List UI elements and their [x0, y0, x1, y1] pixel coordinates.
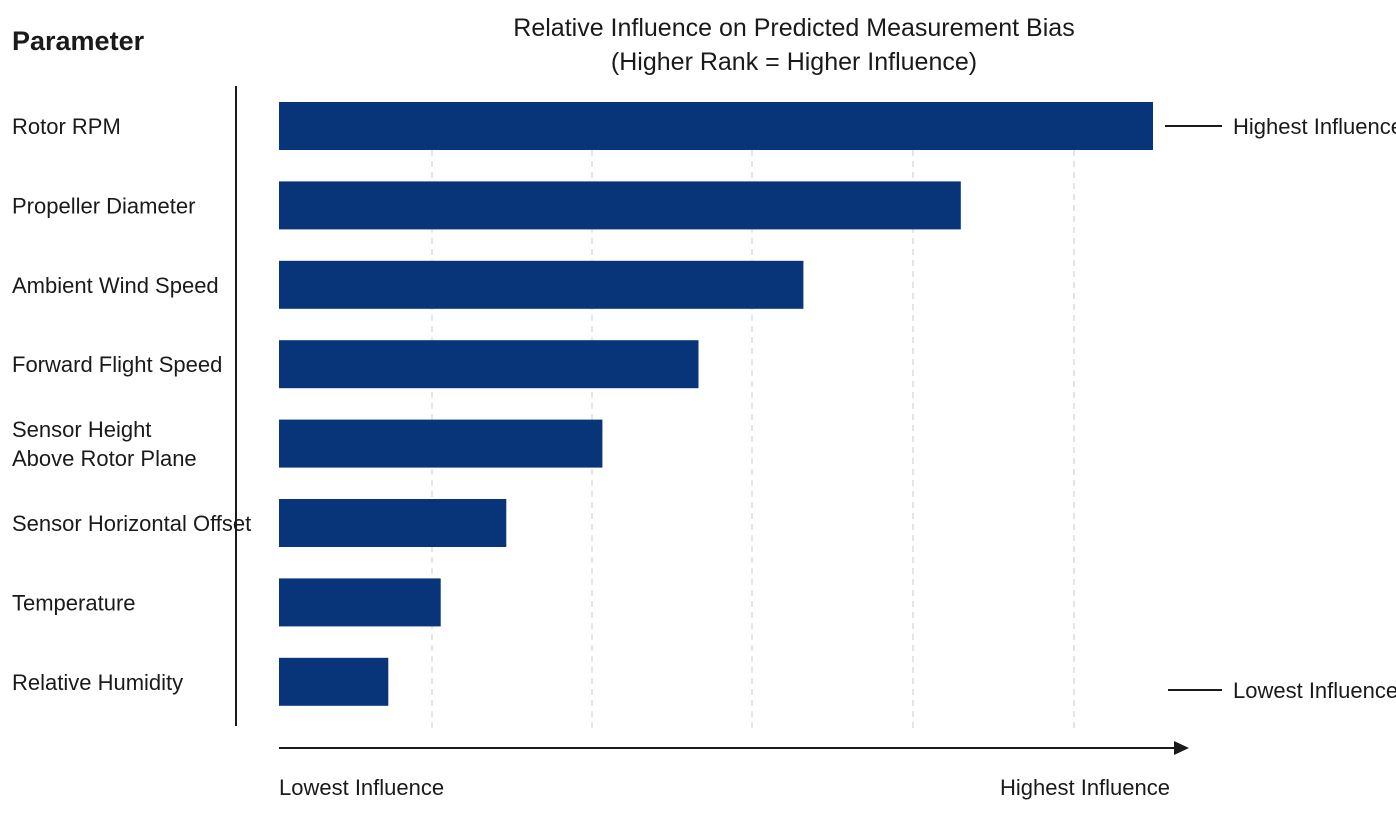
category-label-5: Sensor Height Above Rotor Plane: [12, 417, 197, 471]
category-label-1: Rotor RPM: [12, 114, 121, 139]
chart-subtitle: (Higher Rank = Higher Influence): [611, 48, 977, 76]
bar-8: [279, 657, 389, 706]
bottom-annotation: Lowest Influence: [1233, 678, 1396, 703]
category-label-8: Relative Humidity: [12, 670, 183, 695]
bar-2: [279, 181, 961, 230]
category-label-2: Propeller Diameter: [12, 193, 195, 218]
parameter-heading: Parameter: [12, 26, 145, 56]
bar-1: [279, 102, 1153, 150]
bars: [279, 102, 1153, 706]
bar-6: [279, 499, 507, 547]
category-label-7: Temperature: [12, 590, 136, 615]
bar-3: [279, 260, 804, 309]
x-axis-arrowhead-icon: [1174, 741, 1189, 755]
bar-7: [279, 578, 441, 627]
x-axis-min-label: Lowest Influence: [279, 775, 444, 800]
category-label-4: Forward Flight Speed: [12, 352, 222, 377]
bar-4: [279, 340, 699, 389]
x-axis-max-label: Highest Influence: [1000, 775, 1170, 800]
bar-5: [279, 419, 603, 468]
category-label-6: Sensor Horizontal Offset: [12, 511, 251, 536]
top-annotation: Highest Influence: [1233, 114, 1396, 139]
category-labels: Rotor RPM Propeller Diameter Ambient Wind …: [12, 114, 251, 695]
chart-title: Relative Influence on Predicted Measurem…: [513, 14, 1074, 42]
category-label-3: Ambient Wind Speed: [12, 273, 219, 298]
